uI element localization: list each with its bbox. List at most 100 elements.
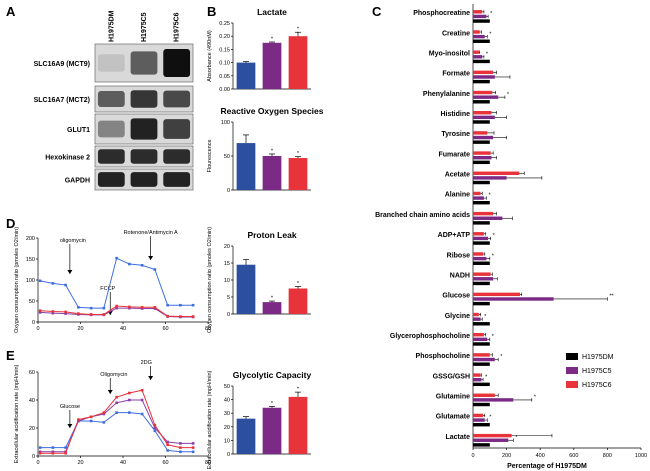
bar-h1975dm bbox=[473, 39, 490, 43]
bar-h1975c6 bbox=[288, 396, 308, 454]
x-tick-label: 80 bbox=[205, 460, 211, 466]
category-label: Myo-inositol bbox=[429, 50, 470, 57]
annotation-label: Oligomycin bbox=[100, 372, 127, 378]
bar-h1975c5 bbox=[262, 302, 282, 314]
x-tick-label: 0 bbox=[36, 460, 39, 466]
significance-star: * bbox=[271, 401, 274, 407]
bar-h1975dm bbox=[473, 362, 490, 366]
data-point bbox=[102, 306, 106, 310]
y-tick-label: 30 bbox=[224, 411, 230, 417]
panel-label-a: A bbox=[6, 4, 16, 19]
bar-h1975dm bbox=[473, 322, 490, 326]
y-tick-label: 0 bbox=[227, 452, 230, 458]
blot-row-label: GLUT1 bbox=[67, 127, 90, 134]
bar-h1975c5 bbox=[473, 398, 514, 402]
y-tick-label: 20 bbox=[224, 244, 230, 250]
bar-h1975c6 bbox=[473, 70, 494, 75]
data-point bbox=[89, 419, 93, 423]
bar-h1975dm bbox=[473, 342, 490, 346]
y-tick-label: 0.10 bbox=[219, 61, 230, 67]
panel-label-d: D bbox=[6, 216, 15, 231]
annotation-arrow-head bbox=[107, 390, 113, 394]
y-tick-label: 50 bbox=[224, 384, 230, 390]
legend-swatch bbox=[566, 367, 578, 374]
significance-star: * bbox=[489, 415, 492, 421]
significance-star: * bbox=[271, 148, 274, 154]
category-label: Acetate bbox=[445, 172, 470, 179]
bar-h1975c5 bbox=[473, 176, 507, 180]
y-tick-label: 0 bbox=[32, 320, 35, 326]
bar-h1975c6 bbox=[473, 131, 488, 135]
bar-h1975c5 bbox=[262, 407, 282, 454]
blot-band bbox=[97, 91, 125, 107]
bar-h1975c6 bbox=[473, 292, 521, 297]
blot-band bbox=[130, 118, 158, 140]
x-tick-label: 0 bbox=[36, 326, 39, 332]
bar-h1975dm bbox=[473, 120, 490, 124]
data-point bbox=[77, 418, 80, 421]
bar-h1975dm bbox=[473, 402, 490, 407]
significance-star: * bbox=[297, 281, 300, 287]
significance-star: * bbox=[489, 31, 492, 37]
blot-band bbox=[97, 54, 125, 72]
bar-h1975c5 bbox=[473, 377, 482, 382]
data-point bbox=[179, 442, 182, 445]
x-tick-label: 800 bbox=[603, 453, 612, 459]
y-tick-label: 100 bbox=[26, 278, 35, 284]
y-tick-label: 50 bbox=[224, 154, 230, 160]
bar-h1975dm bbox=[473, 221, 490, 225]
blot-band bbox=[163, 119, 191, 139]
blot-row-label: SLC16A7 (MCT2) bbox=[34, 97, 90, 104]
data-point bbox=[38, 279, 42, 283]
category-label: Alanine bbox=[445, 192, 470, 199]
blot-band bbox=[130, 172, 158, 187]
data-point bbox=[89, 313, 93, 316]
data-point bbox=[51, 282, 55, 285]
x-tick-label: 20 bbox=[77, 460, 83, 466]
x-tick-label: 0 bbox=[471, 453, 474, 459]
bar-h1975c5 bbox=[473, 75, 495, 79]
y-axis-label: Extracellular acidification rate (mpH/mi… bbox=[207, 370, 213, 469]
series-line-h1975c6 bbox=[40, 389, 194, 454]
legend-label: H1975C6 bbox=[582, 382, 612, 389]
significance-star: * bbox=[484, 314, 487, 320]
blot-row-label: Hexokinase 2 bbox=[45, 155, 90, 162]
blot-band bbox=[97, 149, 125, 164]
y-axis-label: Absorbance (490nM) bbox=[207, 30, 213, 82]
category-label: NADH bbox=[450, 272, 470, 279]
data-point bbox=[191, 303, 195, 307]
x-tick-label: 20 bbox=[77, 326, 83, 332]
y-tick-label: 5 bbox=[227, 295, 230, 301]
chart-proton-leak: Proton Leak 0 5 10 15 20 Oxygen consumption ra… bbox=[207, 227, 311, 333]
bar-h1975c5 bbox=[473, 438, 509, 442]
series-line-h1975dm bbox=[40, 257, 194, 309]
bar-h1975c5 bbox=[473, 418, 485, 422]
bar-h1975c6 bbox=[473, 413, 484, 418]
legend-swatch bbox=[566, 353, 578, 360]
lane-label: H1975C6 bbox=[174, 12, 181, 42]
data-point bbox=[38, 450, 42, 454]
y-tick-label: 20 bbox=[29, 426, 35, 432]
significance-star: * bbox=[485, 374, 488, 380]
y-tick-label: 10 bbox=[224, 438, 230, 444]
data-point bbox=[64, 312, 67, 315]
series-line-h1975dm bbox=[40, 412, 194, 453]
bar-h1975c6 bbox=[473, 211, 494, 216]
bar-h1975c6 bbox=[473, 90, 493, 95]
y-tick-label: 15 bbox=[224, 261, 230, 267]
data-point bbox=[179, 315, 182, 318]
bar-h1975c5 bbox=[473, 256, 487, 261]
data-point bbox=[140, 388, 144, 392]
y-tick-label: 200 bbox=[26, 236, 35, 242]
chart-reactive-oxygen-species: Reactive Oxygen Species 0 50 100 Flourescenc… bbox=[207, 106, 324, 194]
y-tick-label: 150 bbox=[26, 257, 35, 263]
blot-band bbox=[130, 90, 158, 108]
bar-h1975c6 bbox=[473, 30, 480, 34]
significance-star: ** bbox=[609, 294, 614, 300]
data-point bbox=[140, 398, 144, 402]
category-label: Branched chain amino acids bbox=[375, 212, 470, 219]
data-point bbox=[115, 306, 118, 310]
chart-metabolites: 0 200 400 600 800 1000 Percentage of H1975DM Ph… bbox=[375, 4, 647, 470]
y-tick-label: 0 bbox=[227, 312, 230, 318]
significance-star: * bbox=[492, 253, 495, 259]
